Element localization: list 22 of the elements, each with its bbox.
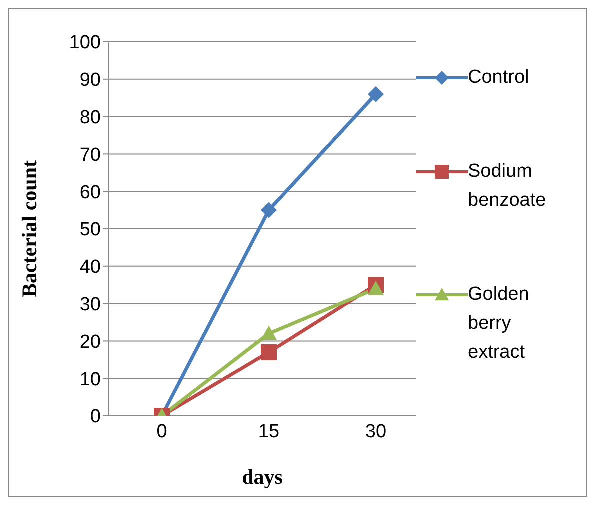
y-tick-label: 10 <box>80 369 101 390</box>
y-tick-label: 50 <box>80 220 101 241</box>
y-tick-label: 100 <box>69 32 101 54</box>
y-axis-title: Bacterial count <box>17 160 42 298</box>
point <box>368 86 384 102</box>
y-tick-label: 70 <box>80 144 101 166</box>
point <box>261 202 277 218</box>
point <box>261 344 277 360</box>
y-tick-label: 90 <box>80 70 101 92</box>
y-tick-label: 30 <box>80 294 101 316</box>
y-tick-label: 0 <box>90 406 101 428</box>
y-tick-label: 20 <box>80 332 101 353</box>
x-axis-title: days <box>242 465 283 489</box>
y-tick-label: 80 <box>80 108 101 129</box>
y-tick-label: 60 <box>80 182 101 204</box>
legend-label: Control <box>468 66 530 90</box>
legend-label: Sodium benzoate <box>468 160 548 213</box>
x-tick-label: 15 <box>258 421 280 442</box>
legend-label: Golden berry extract <box>468 283 530 365</box>
x-tick-label: 0 <box>156 421 168 442</box>
x-tick-label: 30 <box>365 421 387 442</box>
y-tick-label: 40 <box>80 257 101 278</box>
